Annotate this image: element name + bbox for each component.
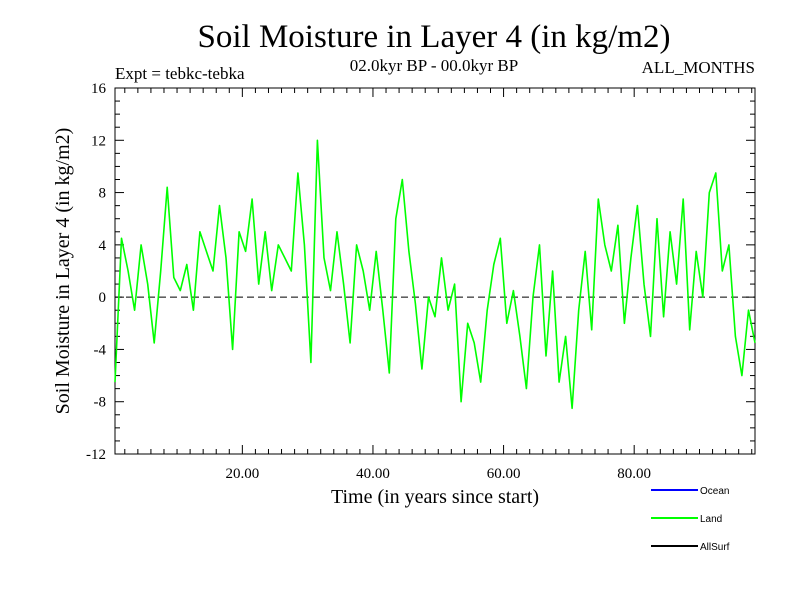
x-axis: 20.00 40.00 60.00 80.00 bbox=[124, 88, 753, 482]
series-group bbox=[114, 139, 756, 410]
x-axis-label: Time (in years since start) bbox=[331, 486, 539, 508]
plot-frame bbox=[114, 87, 756, 455]
x-tick-label: 80.00 bbox=[617, 466, 651, 482]
legend-label-ocean: Ocean bbox=[700, 486, 729, 497]
x-tick-label: 60.00 bbox=[487, 466, 521, 482]
months-label: ALL_MONTHS bbox=[642, 58, 755, 77]
series-line-land bbox=[114, 139, 756, 410]
y-tick-label: 4 bbox=[99, 238, 107, 254]
y-tick-label: -4 bbox=[94, 342, 107, 358]
y-axis: -12 -8 -4 0 4 8 12 16 bbox=[86, 81, 755, 463]
period-label: 02.0kyr BP - 00.0kyr BP bbox=[350, 56, 518, 75]
x-tick-label: 40.00 bbox=[356, 466, 390, 482]
legend-label-allsurf: AllSurf bbox=[700, 542, 730, 553]
y-tick-label: 8 bbox=[99, 186, 107, 202]
legend: Ocean Land AllSurf bbox=[651, 486, 730, 553]
y-tick-label: 12 bbox=[91, 133, 106, 149]
y-axis-label: Soil Moisture in Layer 4 (in kg/m2) bbox=[52, 128, 74, 415]
y-tick-label: 16 bbox=[91, 81, 107, 97]
expt-label: Expt = tebkc-tebka bbox=[115, 64, 245, 83]
y-tick-label: -8 bbox=[94, 395, 107, 411]
chart-title: Soil Moisture in Layer 4 (in kg/m2) bbox=[198, 19, 671, 55]
x-tick-label: 20.00 bbox=[225, 466, 259, 482]
y-tick-label: -12 bbox=[86, 447, 106, 463]
legend-label-land: Land bbox=[700, 514, 722, 525]
y-tick-label: 0 bbox=[99, 290, 107, 306]
